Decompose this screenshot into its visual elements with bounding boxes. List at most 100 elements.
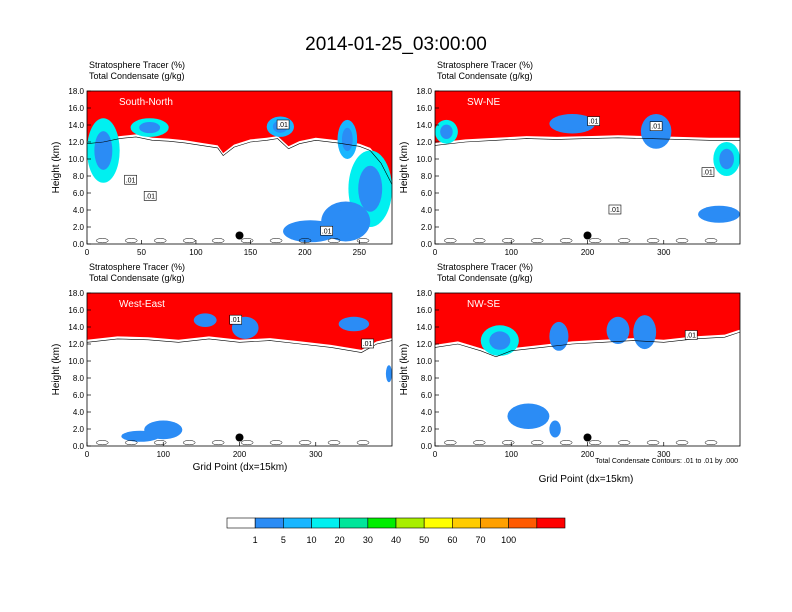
tracer-lobe-core — [237, 321, 253, 335]
x-tick-label: 300 — [657, 248, 671, 257]
panel-nw-se: Stratosphere Tracer (%)Total Condensate … — [399, 262, 741, 459]
tracer-lobe-core — [638, 321, 651, 343]
y-tick-label: 2.0 — [421, 425, 433, 434]
colorbar-label: 70 — [475, 535, 485, 545]
x-tick-label: 50 — [137, 248, 146, 257]
colorbar-swatch — [339, 517, 369, 529]
tracer-lobe-core — [516, 408, 540, 424]
contour-label-box — [143, 191, 157, 201]
condensate-contour — [87, 136, 392, 185]
colorbar-swatch — [480, 517, 509, 529]
y-tick-label: 10.0 — [416, 357, 432, 366]
condensate-contour-low — [704, 440, 718, 446]
y-tick-label: 4.0 — [421, 206, 433, 215]
tracer-top-layer — [435, 91, 740, 102]
y-tick-label: 0.0 — [421, 240, 433, 249]
y-tick-label: 2.0 — [73, 223, 85, 232]
panels: Stratosphere Tracer (%) Total Condensate … — [51, 60, 741, 459]
y-tick-label: 8.0 — [421, 374, 433, 383]
condensate-contour-low — [327, 440, 341, 446]
condensate-contour-low — [646, 238, 660, 244]
condensate-contour-low — [704, 238, 718, 244]
colorbar-label: 30 — [363, 535, 373, 545]
panel-west-east: Stratosphere Tracer (%)Total Condensate … — [51, 262, 393, 459]
x-tick-label: 100 — [505, 450, 519, 459]
condensate-contour-low — [530, 238, 544, 244]
x-tick-label: 150 — [244, 248, 258, 257]
x-tick-label: 300 — [657, 450, 671, 459]
condensate-contour-low — [444, 440, 457, 446]
y-tick-label: 6.0 — [73, 189, 85, 198]
panel-header-condensate: Total Condensate (g/kg) — [437, 273, 533, 283]
y-axis-label: Height (km) — [399, 344, 410, 396]
y-tick-label: 0.0 — [73, 240, 85, 249]
tracer-lobe-core — [152, 424, 174, 436]
y-axis-label: Height (km) — [51, 344, 62, 396]
condensate-contour-low — [153, 238, 167, 244]
x-tick-label: 250 — [353, 248, 367, 257]
condensate-contour-low — [675, 440, 689, 446]
x-tick-label: 100 — [505, 248, 519, 257]
tracer-lobe-core — [341, 127, 353, 152]
x-axis-label-left: Grid Point (dx=15km) — [193, 462, 288, 473]
panel-header-tracer: Stratosphere Tracer (%) — [89, 262, 185, 272]
y-tick-label: 2.0 — [421, 223, 433, 232]
y-tick-label: 12.0 — [416, 138, 432, 147]
condensate-contour-low — [269, 238, 283, 244]
y-tick-label: 14.0 — [416, 121, 432, 130]
condensate-contour-low — [646, 440, 660, 446]
contour-label: .01 — [231, 317, 241, 324]
x-tick-label: 200 — [233, 450, 247, 459]
x-tick-label: 100 — [157, 450, 171, 459]
condensate-contour-low — [588, 440, 602, 446]
tracer-lobe-core — [387, 368, 391, 379]
contour-label-box — [608, 204, 622, 215]
contour-label: .01 — [610, 207, 620, 214]
condensate-contour-low — [588, 238, 602, 244]
contour-note: Total Condensate Contours: .01 to .01 by… — [595, 458, 738, 465]
y-axis-label: Height (km) — [51, 142, 62, 194]
y-tick-label: 12.0 — [68, 138, 84, 147]
condensate-contour — [435, 137, 740, 146]
x-tick-label: 0 — [85, 450, 90, 459]
condensate-contour-low — [269, 440, 283, 446]
contour-label-box — [276, 119, 290, 130]
panel-frame — [86, 90, 393, 245]
colorbar-swatch — [226, 517, 256, 529]
colorbar-swatch — [423, 517, 453, 529]
colorbar-swatch — [311, 517, 340, 529]
x-tick-label: 200 — [581, 248, 595, 257]
y-tick-label: 14.0 — [68, 121, 84, 130]
colorbar-swatch — [283, 517, 312, 529]
contour-label: .01 — [363, 341, 373, 348]
contour-label-box — [587, 116, 600, 126]
condensate-contour-low — [501, 238, 515, 244]
condensate-contour-low — [240, 440, 254, 446]
location-marker — [235, 433, 244, 442]
x-tick-label: 0 — [85, 248, 90, 257]
tracer-lobe-core — [332, 209, 360, 234]
condensate-contour-low — [124, 238, 138, 244]
y-tick-label: 8.0 — [73, 374, 85, 383]
condensate-contour-low — [530, 440, 544, 446]
contour-label-box — [649, 121, 663, 131]
tracer-lobe-core — [553, 327, 565, 346]
condensate-contour-low — [124, 440, 138, 446]
condensate-contour-low — [240, 238, 254, 244]
condensate-contour-low — [444, 238, 457, 244]
condensate-contour-low — [472, 440, 486, 446]
x-tick-label: 200 — [298, 248, 312, 257]
condensate-contour-low — [559, 238, 573, 244]
condensate-contour-low — [617, 238, 631, 244]
y-tick-label: 10.0 — [68, 155, 84, 164]
condensate-contour-low — [675, 238, 689, 244]
colorbar-label: 20 — [335, 535, 345, 545]
condensate-contour-low — [356, 440, 370, 446]
y-tick-label: 4.0 — [421, 408, 433, 417]
y-tick-label: 4.0 — [73, 206, 85, 215]
contour-label-box — [701, 167, 715, 177]
contour-label: .01 — [126, 177, 136, 184]
colorbar-label: 40 — [391, 535, 401, 545]
colorbar-label: 60 — [447, 535, 457, 545]
